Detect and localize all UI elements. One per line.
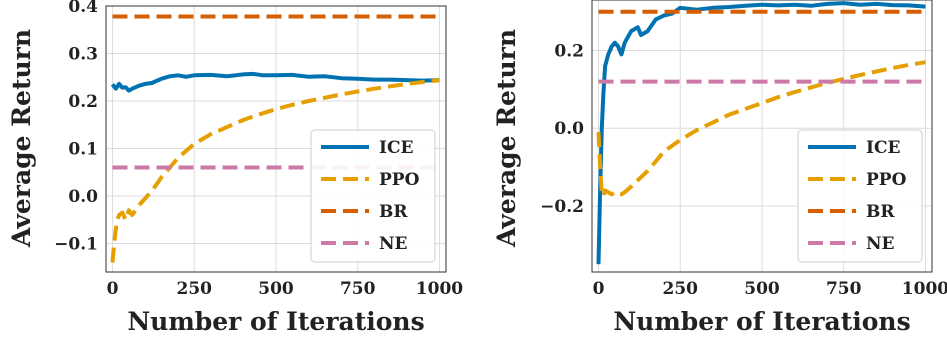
chart1-ylabel: Average Return [7,29,36,248]
chart1-ytick-label-2: 0.1 [68,140,98,160]
chart2-legend-box [797,129,923,263]
chart2-xtick-label-0: 0 [593,279,605,299]
chart1-legend-label-ice: ICE [379,138,413,158]
chart2-ytick-label-0: −0.2 [540,197,584,217]
chart1-series-ppo [110,78,440,263]
chart2-xlabel: Number of Iterations [613,307,910,336]
chart2-xtick-label-4: 1000 [902,279,947,299]
chart2-xtick-label-3: 750 [826,279,862,299]
chart1-xtick-label-0: 0 [107,279,119,299]
chart1-ytick-label-5: 0.4 [68,0,98,17]
chart1: 0 250 500 750 1000 −0.1 0.0 0.1 0.2 0.3 0.4 Number … [7,0,463,336]
chart2-ylabel: Average Return [492,29,521,248]
chart2-ytick-label-1: 0.0 [554,119,584,139]
chart2-ytick-label-2: 0.2 [554,42,584,62]
chart2-legend-label-ne: NE [866,234,895,254]
chart2-legend-label-br: BR [866,202,895,222]
chart1-series-ice [110,71,440,93]
chart2-xtick-label-2: 500 [744,279,780,299]
chart1-legend-label-br: BR [379,202,408,222]
chart1-legend-label-ppo: PPO [379,170,420,190]
chart1-ytick-label-1: 0.0 [68,187,98,207]
chart2-legend-label-ppo: PPO [866,170,907,190]
chart1-xlabel: Number of Iterations [127,307,424,336]
chart1-ytick-label-0: −0.1 [54,235,98,255]
chart1-frame [105,5,447,273]
chart1-xtick-label-1: 250 [177,279,213,299]
chart1-ytick-label-3: 0.2 [68,92,98,112]
chart1-legend-box [310,129,436,263]
chart1-ytick-label-4: 0.3 [68,45,98,65]
chart2-xtick-label-1: 250 [663,279,699,299]
chart2-series-ppo [596,60,926,199]
chart1-xtick-label-2: 500 [258,279,294,299]
chart1-xtick-label-3: 750 [340,279,376,299]
chart1-legend-label-ne: NE [379,234,408,254]
chart2-frame [591,0,933,273]
chart2: 0 250 500 750 1000 −0.2 0.0 0.2 Number of Iterat… [492,0,947,336]
chart1-xtick-label-4: 1000 [416,279,463,299]
chart2-series-ice [596,1,926,265]
chart1-legend: ICE PPO BR NE [310,129,436,263]
chart2-legend: ICE PPO BR NE [797,129,923,263]
chart2-legend-label-ice: ICE [866,138,900,158]
